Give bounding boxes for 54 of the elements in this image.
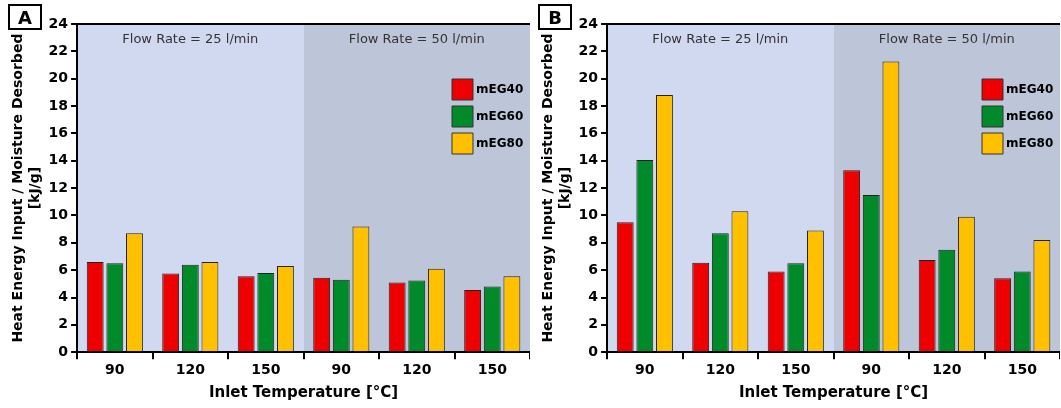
y-tick-label: 10 <box>48 206 69 223</box>
y-tick-label: 12 <box>48 178 69 195</box>
x-axis-title: Inlet Temperature [°C] <box>738 382 929 401</box>
x-tick-label: 90 <box>861 361 882 378</box>
y-tick-label: 18 <box>578 96 599 113</box>
y-tick-label: 16 <box>48 124 69 141</box>
x-tick-label: 90 <box>331 361 352 378</box>
y-tick-label: 12 <box>578 178 599 195</box>
y-tick-label: 4 <box>58 288 69 305</box>
x-tick-label: 150 <box>477 361 508 378</box>
y-tick-label: 20 <box>578 69 599 86</box>
legend-label: mEG60 <box>476 109 524 124</box>
y-tick-label: 0 <box>58 342 69 359</box>
legend-label: mEG80 <box>476 136 524 151</box>
legend-label: mEG60 <box>1006 109 1054 124</box>
y-tick-label: 16 <box>578 124 599 141</box>
annotation: Flow Rate = 25 l/min <box>652 31 789 47</box>
y-tick-label: 8 <box>588 233 599 250</box>
x-axis-title: Inlet Temperature [°C] <box>208 382 399 401</box>
y-axis-title: Heat Energy Input / Moisture Desorbed [kJ/g] <box>9 33 42 343</box>
y-tick-label: 2 <box>58 315 69 332</box>
x-tick-label: 120 <box>705 361 736 378</box>
y-tick-label: 6 <box>588 260 599 277</box>
y-tick-label: 18 <box>48 96 69 113</box>
x-tick-label: 120 <box>932 361 962 378</box>
y-tick-label: 22 <box>48 41 69 58</box>
legend-label: mEG80 <box>1006 136 1054 151</box>
text: B <box>538 4 572 30</box>
y-tick-label: 20 <box>48 69 69 86</box>
y-tick-label: 24 <box>578 14 599 31</box>
y-tick-label: 8 <box>58 233 69 250</box>
x-tick-label: 120 <box>402 361 432 378</box>
annotation: Flow Rate = 50 l/min <box>348 31 485 47</box>
y-tick-label: 6 <box>58 260 69 277</box>
text: A <box>8 4 42 30</box>
x-tick-label: 150 <box>781 361 811 378</box>
y-tick-label: 22 <box>578 41 599 58</box>
x-tick-label: 90 <box>635 361 655 378</box>
y-tick-label: 2 <box>588 315 599 332</box>
y-tick-label: 14 <box>578 151 599 168</box>
y-tick-label: 24 <box>48 14 69 31</box>
y-tick-label: 14 <box>48 151 69 168</box>
y-axis-title: Heat Energy Input / Moisture Desorbed [kJ/g] <box>539 33 572 343</box>
y-tick-label: 0 <box>588 342 599 359</box>
x-tick-label: 150 <box>251 361 281 378</box>
y-tick-label: 4 <box>588 288 599 305</box>
annotation: Flow Rate = 25 l/min <box>122 31 259 47</box>
legend-label: mEG40 <box>476 82 524 97</box>
legend-label: mEG40 <box>1006 82 1054 97</box>
annotation: Flow Rate = 50 l/min <box>878 31 1015 47</box>
x-tick-label: 120 <box>175 361 206 378</box>
x-tick-label: 150 <box>1007 361 1038 378</box>
x-tick-label: 90 <box>105 361 125 378</box>
y-tick-label: 10 <box>578 206 599 223</box>
